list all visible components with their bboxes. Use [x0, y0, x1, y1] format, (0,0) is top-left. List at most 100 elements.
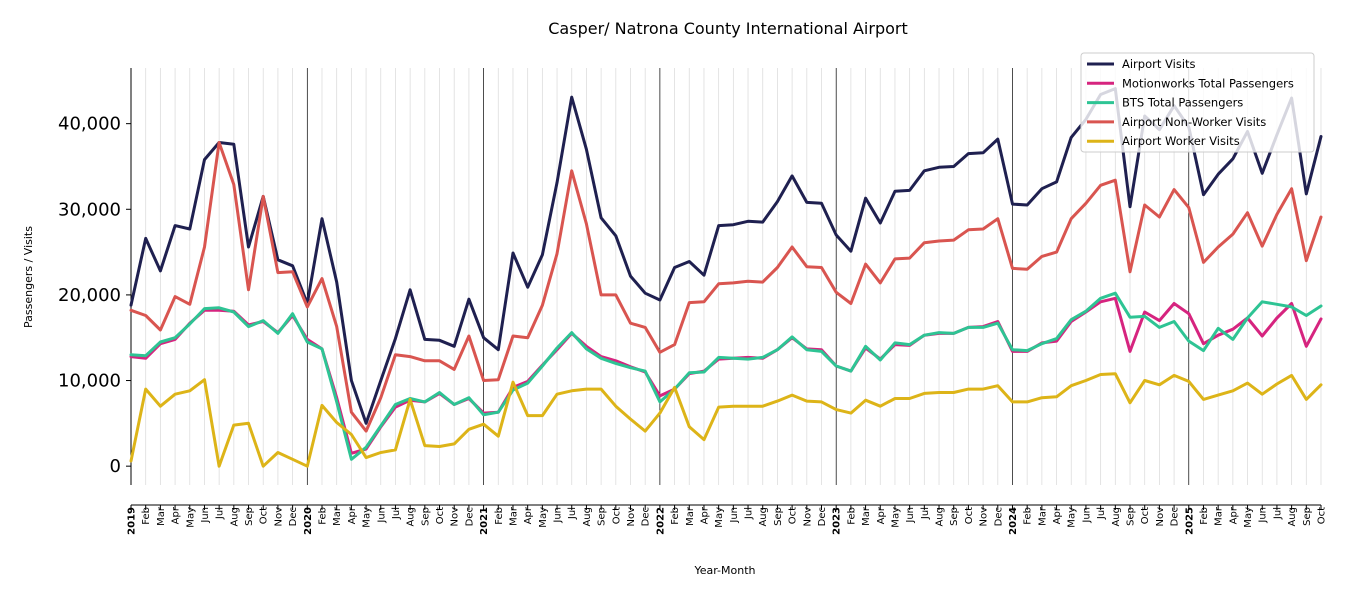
x-tick-label: Jun — [1258, 507, 1269, 524]
x-tick-label: Sep — [1302, 507, 1313, 526]
x-tick-label: Jul — [567, 507, 578, 520]
x-tick-label: Feb — [846, 507, 857, 525]
x-tick-label: Jul — [920, 507, 931, 520]
x-tick-label: Jun — [1081, 507, 1092, 524]
x-tick-label: Sep — [949, 507, 960, 526]
x-tick-label: Dec — [993, 507, 1004, 526]
x-tick-label: Feb — [670, 507, 681, 525]
x-tick-label: Dec — [817, 507, 828, 526]
x-tick-label: Feb — [317, 507, 328, 525]
x-tick-label: Jun — [553, 507, 564, 524]
y-tick-label: 10,000 — [58, 371, 121, 392]
x-tick-label: Apr — [347, 506, 358, 524]
y-tick-label: 0 — [110, 456, 121, 477]
x-tick-label: Dec — [464, 507, 475, 526]
chart-title: Casper/ Natrona County International Air… — [548, 19, 908, 38]
legend-label: Airport Worker Visits — [1122, 134, 1240, 148]
x-tick-label: Aug — [758, 507, 769, 527]
x-tick-label: Aug — [1111, 507, 1122, 527]
x-tick-label: Apr — [1052, 506, 1063, 524]
x-tick-label: Aug — [582, 507, 593, 527]
x-tick-label: Apr — [171, 506, 182, 524]
series-line — [129, 296, 1323, 455]
x-tick-label: Feb — [1023, 507, 1034, 525]
x-tick-label: Nov — [979, 507, 990, 527]
x-tick-label: Mar — [1037, 506, 1048, 526]
x-tick-label: Feb — [494, 507, 505, 525]
x-tick-label: Sep — [420, 507, 431, 526]
x-tick-label: 2024 — [1008, 507, 1019, 535]
x-tick-label: Aug — [229, 507, 240, 527]
x-tick-label: 2021 — [479, 507, 490, 535]
series-line — [129, 141, 1323, 433]
x-tick-label: Mar — [861, 506, 872, 526]
x-tick-label: May — [362, 507, 373, 528]
x-tick-label: Jul — [1272, 507, 1283, 520]
x-tick-label: Jul — [391, 507, 402, 520]
legend-label: Motionworks Total Passengers — [1122, 76, 1294, 90]
x-tick-label: Mar — [1214, 506, 1225, 526]
x-tick-label: Mar — [332, 506, 343, 526]
x-tick-label: Sep — [773, 507, 784, 526]
legend-label: Airport Non-Worker Visits — [1122, 115, 1266, 129]
x-tick-label: Mar — [508, 506, 519, 526]
x-tick-label: Jun — [376, 507, 387, 524]
x-tick-label: May — [185, 507, 196, 528]
x-tick-label: Nov — [273, 507, 284, 527]
x-tick-label: 2025 — [1184, 507, 1195, 535]
x-tick-label: Jul — [215, 507, 226, 520]
x-tick-label: Oct — [435, 507, 446, 524]
x-tick-label: May — [538, 507, 549, 528]
x-tick-label: Dec — [1170, 507, 1181, 526]
x-tick-label: Jul — [1096, 507, 1107, 520]
legend: Airport Visits Motionworks Total Passenge… — [1080, 52, 1315, 153]
x-tick-label: Oct — [1317, 507, 1328, 524]
x-tick-label: May — [1067, 507, 1078, 528]
x-tick-label: 2020 — [303, 507, 314, 535]
x-tick-label: Aug — [1287, 507, 1298, 527]
legend-label: BTS Total Passengers — [1122, 96, 1243, 110]
x-tick-label: Dec — [288, 507, 299, 526]
x-tick-label: Sep — [1126, 507, 1137, 526]
x-axis-label: Year-Month — [693, 564, 755, 577]
x-tick-label: Apr — [876, 506, 887, 524]
y-axis-label: Passengers / Visits — [22, 226, 35, 328]
x-tick-label: May — [890, 507, 901, 528]
x-tick-label: Jul — [744, 507, 755, 520]
x-tick-label: May — [1243, 507, 1254, 528]
x-tick-label: Mar — [156, 506, 167, 526]
x-tick-label: Aug — [406, 507, 417, 527]
x-tick-label: Feb — [141, 507, 152, 525]
x-tick-label: Apr — [523, 506, 534, 524]
x-tick-label: Feb — [1199, 507, 1210, 525]
x-tick-label: Oct — [611, 507, 622, 524]
legend-label: Airport Visits — [1122, 57, 1196, 71]
x-tick-label: Oct — [964, 507, 975, 524]
x-tick-label: Sep — [244, 507, 255, 526]
x-tick-label: Nov — [626, 507, 637, 527]
legend-box — [1080, 52, 1315, 153]
x-tick-label: Nov — [802, 507, 813, 527]
series-line — [129, 291, 1323, 461]
x-tick-label: May — [714, 507, 725, 528]
y-tick-label: 20,000 — [58, 285, 121, 306]
x-tick-label: Nov — [1155, 507, 1166, 527]
x-tick-label: Nov — [450, 507, 461, 527]
y-tick-label: 30,000 — [58, 199, 121, 220]
x-tick-label: 2023 — [832, 507, 843, 535]
x-tick-label: 2019 — [127, 507, 138, 535]
x-tick-label: Jun — [905, 507, 916, 524]
gridlines — [130, 68, 1322, 485]
x-tick-label: 2022 — [655, 507, 666, 535]
x-tick-label: Apr — [699, 506, 710, 524]
x-tick-label: Mar — [685, 506, 696, 526]
x-tick-label: Aug — [935, 507, 946, 527]
series-line — [129, 372, 1323, 468]
x-tick-label: Sep — [597, 507, 608, 526]
x-tick-label: Dec — [641, 507, 652, 526]
x-tick-label: Oct — [1140, 507, 1151, 524]
x-tick-label: Oct — [259, 507, 270, 524]
